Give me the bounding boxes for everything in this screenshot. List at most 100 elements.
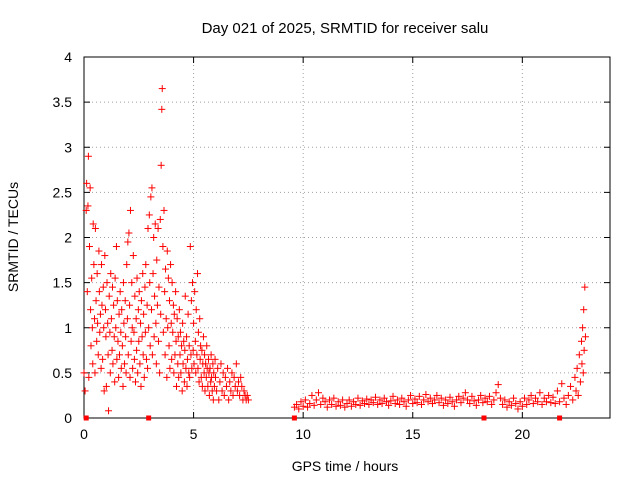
- data-point: [187, 297, 195, 305]
- data-point: [413, 399, 421, 407]
- data-point: [494, 381, 502, 389]
- data-point: [155, 283, 163, 291]
- data-point: [210, 382, 218, 390]
- data-point: [132, 315, 140, 323]
- data-point: [155, 337, 163, 345]
- data-point: [180, 378, 188, 386]
- data-point: [176, 351, 184, 359]
- data-point: [378, 400, 386, 408]
- data-point: [153, 256, 161, 264]
- data-point: [531, 394, 539, 402]
- data-point: [560, 394, 568, 402]
- data-point: [369, 399, 377, 407]
- data-point: [204, 355, 212, 363]
- data-point: [411, 395, 419, 403]
- data-point: [136, 360, 144, 368]
- data-point: [499, 400, 507, 408]
- data-point: [118, 342, 126, 350]
- data-point: [89, 220, 97, 228]
- data-point: [83, 288, 91, 296]
- data-point: [125, 229, 133, 237]
- data-point: [299, 402, 307, 410]
- data-point: [325, 396, 333, 404]
- data-point: [126, 373, 134, 381]
- data-point: [175, 373, 183, 381]
- y-tick-label: 3.5: [53, 94, 73, 110]
- data-point: [187, 351, 195, 359]
- data-point: [243, 391, 251, 399]
- data-point: [214, 364, 222, 372]
- data-point: [135, 288, 143, 296]
- data-point: [542, 398, 550, 406]
- data-point: [503, 403, 511, 411]
- data-point: [170, 310, 178, 318]
- data-point: [165, 297, 173, 305]
- data-point: [146, 279, 154, 287]
- data-point: [141, 283, 149, 291]
- data-point: [124, 238, 132, 246]
- data-point: [400, 398, 408, 406]
- data-point: [496, 394, 504, 402]
- data-point: [150, 333, 158, 341]
- data-point: [185, 369, 193, 377]
- data-point: [129, 364, 137, 372]
- data-point: [173, 315, 181, 323]
- data-point: [578, 337, 586, 345]
- data-point: [433, 391, 441, 399]
- data-point: [525, 396, 533, 404]
- data-point: [549, 393, 557, 401]
- data-point: [186, 373, 194, 381]
- data-point: [194, 270, 202, 278]
- data-point: [518, 402, 526, 410]
- data-point: [354, 394, 362, 402]
- data-point: [575, 351, 583, 359]
- data-point: [334, 398, 342, 406]
- data-point: [162, 315, 170, 323]
- data-point: [310, 401, 318, 409]
- data-point: [207, 351, 215, 359]
- data-point: [87, 306, 95, 314]
- data-point: [142, 261, 150, 269]
- data-point: [154, 224, 162, 232]
- data-point: [523, 400, 531, 408]
- data-point: [220, 391, 228, 399]
- data-point: [581, 283, 589, 291]
- data-point: [297, 398, 305, 406]
- data-point: [94, 351, 102, 359]
- data-point: [147, 193, 155, 201]
- data-point: [196, 315, 204, 323]
- data-point: [418, 400, 426, 408]
- data-point: [295, 405, 303, 413]
- data-point: [108, 346, 116, 354]
- data-point: [93, 337, 101, 345]
- data-point: [580, 306, 588, 314]
- data-point: [172, 337, 180, 345]
- data-point: [564, 391, 572, 399]
- data-point: [424, 398, 432, 406]
- data-point: [363, 395, 371, 403]
- data-point: [387, 397, 395, 405]
- data-point: [481, 394, 489, 402]
- data-point: [492, 389, 500, 397]
- data-point: [301, 396, 309, 404]
- data-point: [160, 206, 168, 214]
- data-point: [108, 283, 116, 291]
- data-point: [178, 387, 186, 395]
- data-point: [151, 292, 159, 300]
- data-point: [138, 333, 146, 341]
- data-point: [426, 394, 434, 402]
- data-point: [221, 373, 229, 381]
- data-point: [94, 319, 102, 327]
- data-point: [122, 369, 130, 377]
- data-point: [137, 297, 145, 305]
- data-point: [437, 394, 445, 402]
- data-point: [466, 400, 474, 408]
- data-point: [107, 315, 115, 323]
- data-point: [164, 274, 172, 282]
- data-point: [457, 399, 465, 407]
- data-point: [455, 392, 463, 400]
- data-point: [88, 324, 96, 332]
- data-point: [536, 389, 544, 397]
- y-axis-label: SRMTID / TECUs: [5, 182, 21, 292]
- data-point: [178, 342, 186, 350]
